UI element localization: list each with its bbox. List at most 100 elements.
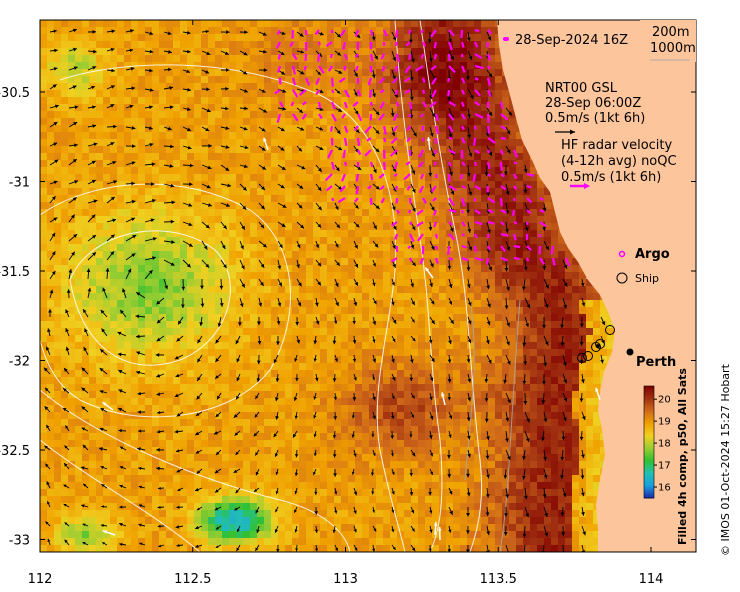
sst-cell — [117, 293, 125, 301]
sst-cell — [404, 440, 412, 448]
sst-cell — [306, 111, 314, 119]
sst-cell — [145, 286, 153, 294]
sst-cell — [306, 475, 314, 483]
sst-cell — [194, 461, 202, 469]
sst-cell — [299, 104, 307, 112]
sst-cell — [523, 279, 531, 287]
sst-cell — [271, 244, 279, 252]
sst-cell — [397, 405, 405, 413]
sst-cell — [502, 440, 510, 448]
sst-cell — [285, 146, 293, 154]
sst-cell — [187, 398, 195, 406]
sst-cell — [453, 384, 461, 392]
sst-cell — [509, 244, 517, 252]
sst-cell — [306, 321, 314, 329]
sst-cell — [530, 405, 538, 413]
sst-cell — [187, 426, 195, 434]
sst-cell — [131, 244, 139, 252]
sst-cell — [369, 398, 377, 406]
sst-cell — [341, 244, 349, 252]
sst-cell — [327, 314, 335, 322]
sst-cell — [257, 419, 265, 427]
sst-cell — [138, 69, 146, 77]
sst-cell — [180, 342, 188, 350]
sst-cell — [124, 153, 132, 161]
sst-cell — [432, 153, 440, 161]
sst-cell — [355, 265, 363, 273]
sst-cell — [586, 426, 594, 434]
sst-cell — [586, 468, 594, 476]
sst-cell — [320, 90, 328, 98]
sst-cell — [187, 349, 195, 357]
sst-cell — [523, 160, 531, 168]
sst-cell — [138, 209, 146, 217]
sst-cell — [54, 440, 62, 448]
sst-cell — [117, 216, 125, 224]
sst-cell — [166, 237, 174, 245]
sst-cell — [243, 97, 251, 105]
sst-cell — [481, 405, 489, 413]
sst-cell — [82, 48, 90, 56]
sst-cell — [138, 174, 146, 182]
sst-cell — [383, 104, 391, 112]
sst-cell — [96, 447, 104, 455]
sst-cell — [320, 132, 328, 140]
sst-cell — [278, 265, 286, 273]
sst-cell — [89, 356, 97, 364]
sst-cell — [341, 426, 349, 434]
sst-cell — [47, 195, 55, 203]
sst-cell — [404, 167, 412, 175]
sst-cell — [411, 356, 419, 364]
sst-cell — [502, 223, 510, 231]
sst-cell — [222, 188, 230, 196]
sst-cell — [89, 20, 97, 28]
sst-cell — [565, 335, 573, 343]
sst-cell — [250, 195, 258, 203]
sst-cell — [474, 244, 482, 252]
sst-cell — [411, 454, 419, 462]
sst-cell — [299, 398, 307, 406]
sst-cell — [551, 230, 559, 238]
sst-cell — [201, 335, 209, 343]
sst-cell — [131, 90, 139, 98]
sst-cell — [138, 160, 146, 168]
sst-cell — [103, 90, 111, 98]
sst-cell — [523, 426, 531, 434]
sst-cell — [299, 230, 307, 238]
sst-cell — [600, 335, 608, 343]
sst-cell — [166, 272, 174, 280]
sst-cell — [187, 139, 195, 147]
sst-cell — [166, 293, 174, 301]
sst-cell — [208, 328, 216, 336]
sst-cell — [271, 27, 279, 35]
sst-cell — [383, 90, 391, 98]
sst-cell — [509, 125, 517, 133]
sst-cell — [313, 279, 321, 287]
sst-cell — [292, 433, 300, 441]
sst-cell — [229, 160, 237, 168]
sst-cell — [54, 209, 62, 217]
sst-cell — [355, 258, 363, 266]
sst-cell — [68, 55, 76, 63]
sst-cell — [159, 440, 167, 448]
sst-cell — [173, 20, 181, 28]
sst-cell — [250, 328, 258, 336]
sst-cell — [145, 335, 153, 343]
sst-cell — [439, 251, 447, 259]
sst-cell — [215, 475, 223, 483]
sst-cell — [131, 146, 139, 154]
sst-cell — [285, 265, 293, 273]
sst-cell — [173, 461, 181, 469]
sst-cell — [152, 391, 160, 399]
sst-cell — [411, 440, 419, 448]
sst-cell — [446, 286, 454, 294]
sst-cell — [257, 167, 265, 175]
sst-cell — [222, 27, 230, 35]
sst-cell — [488, 132, 496, 140]
sst-cell — [425, 132, 433, 140]
sst-cell — [124, 328, 132, 336]
sst-cell — [278, 363, 286, 371]
sst-cell — [418, 69, 426, 77]
sst-cell — [516, 349, 524, 357]
sst-cell — [40, 223, 48, 231]
